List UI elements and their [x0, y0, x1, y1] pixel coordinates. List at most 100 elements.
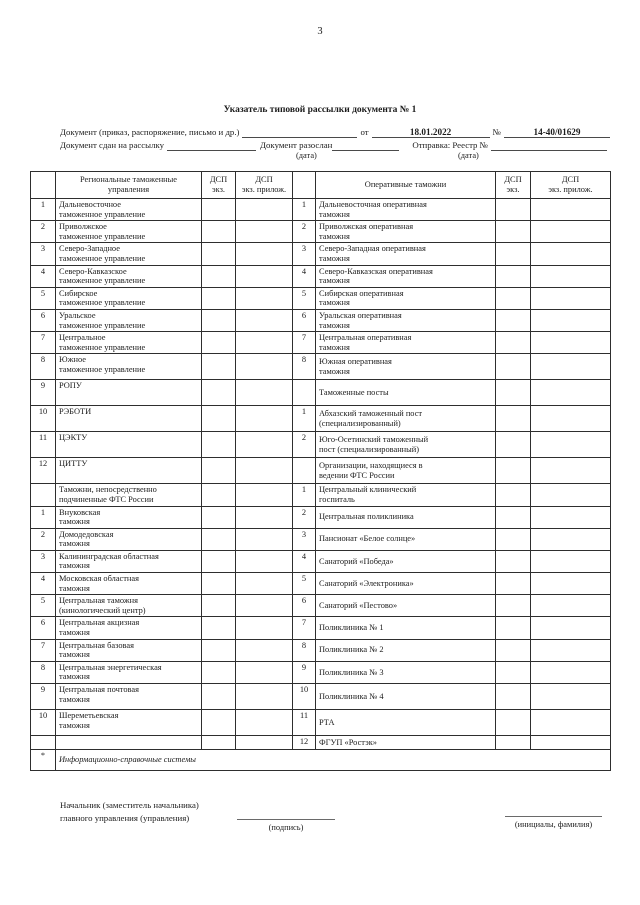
dsp-annex-cell-left	[235, 353, 293, 381]
table-body: 1 Дальневосточное таможенное управление …	[30, 197, 611, 771]
row-number-left: 4	[30, 264, 56, 288]
footnote-text: Информационно-справочные системы	[55, 749, 611, 771]
dsp-annex-cell-left	[235, 286, 293, 310]
row-number-left: 2	[30, 220, 56, 244]
dsp-annex-cell-left	[235, 405, 293, 433]
regional-unit-name: Центральная таможня (кинологический цент…	[55, 594, 202, 618]
row-number-right: 2	[292, 220, 316, 244]
row-number-left: 2	[30, 527, 56, 551]
document-date-value: 18.01.2022	[409, 127, 452, 137]
row-number-left: 12	[30, 457, 56, 485]
row-number-right: 8	[292, 638, 316, 662]
table-header: Региональные таможенные управления ДСП э…	[30, 171, 611, 199]
row-number-left: 9	[30, 683, 56, 710]
register-number-blank	[491, 139, 607, 151]
date-hint-2: (дата)	[458, 151, 479, 160]
dsp-annex-cell-right	[530, 286, 611, 310]
row-number-left: 7	[30, 331, 56, 355]
dsp-annex-cell-left	[235, 308, 293, 333]
table-row: 7 Центральное таможенное управление 7 Це…	[30, 331, 611, 355]
page-number: 3	[317, 26, 323, 37]
table-row: 5 Сибирское таможенное управление 5 Сиби…	[30, 286, 611, 310]
sent-date-blank	[167, 139, 257, 151]
row-number-right: 10	[292, 683, 316, 710]
dsp-copies-cell-left	[201, 572, 236, 596]
dsp-annex-cell-right	[530, 405, 611, 433]
document-number-value: 14-40/01629	[533, 127, 581, 137]
dsp-copies-cell-left	[201, 286, 236, 310]
official-title-line1: Начальник (заместитель начальника)	[60, 800, 199, 810]
dsp-copies-cell-right	[495, 286, 531, 310]
dsp-annex-cell-left	[235, 379, 293, 407]
row-number-right: 6	[292, 308, 316, 333]
regional-unit-name: Калининградская областная таможня	[55, 549, 202, 574]
signature-hint: (подпись)	[268, 823, 304, 832]
row-number-right: 5	[292, 286, 316, 310]
dsp-copies-cell-right	[495, 527, 531, 551]
dsp-copies-cell-left	[201, 220, 236, 244]
dsp-copies-cell-left	[201, 457, 236, 485]
table-row: 12 ЦИТТУ Организации, находящиеся в веде…	[30, 457, 611, 485]
table-row: 4 Северо-Кавказское таможенное управлени…	[30, 264, 611, 288]
operational-unit-name: Южная оперативная таможня	[315, 353, 496, 381]
row-number-right: 12	[292, 735, 316, 750]
dsp-annex-cell-right	[530, 594, 611, 618]
dsp-annex-cell-left	[235, 457, 293, 485]
document-line-3: (дата) (дата)	[60, 151, 610, 162]
dsp-copies-cell-right	[495, 242, 531, 266]
dsp-copies-cell-right	[495, 594, 531, 618]
row-number-right: 6	[292, 594, 316, 618]
row-number-right: 3	[292, 242, 316, 266]
table-row: 10 Шереметьевская таможня 11 РТА	[30, 709, 611, 736]
dsp-copies-cell-right	[495, 683, 531, 710]
distribution-table: Региональные таможенные управления ДСП э…	[30, 171, 611, 771]
row-number-left: 11	[30, 431, 56, 459]
dsp-copies-cell-right	[495, 549, 531, 574]
regional-unit-name: Центральная энергетическая таможня	[55, 660, 202, 685]
date-hint-1: (дата)	[296, 151, 317, 160]
dsp-annex-cell-right	[530, 638, 611, 662]
dsp-annex-cell-right	[530, 616, 611, 640]
signature-line	[237, 819, 335, 820]
dsp-copies-cell-left	[201, 379, 236, 407]
table-row: 4 Московская областная таможня 5 Санатор…	[30, 572, 611, 596]
dsp-copies-cell-right	[495, 264, 531, 288]
table-row: 7 Центральная базовая таможня 8 Поликлин…	[30, 638, 611, 662]
row-number-left: 8	[30, 660, 56, 685]
table-row: 3 Северо-Западное таможенное управление …	[30, 242, 611, 266]
dsp-annex-cell-left	[235, 638, 293, 662]
operational-unit-name: ФГУП «Ростэк»	[315, 735, 496, 750]
dsp-annex-cell-right	[530, 527, 611, 551]
regional-unit-name	[55, 735, 202, 750]
from-label: от	[360, 127, 369, 137]
regional-unit-name: Центральное таможенное управление	[55, 331, 202, 355]
row-number-right: 2	[292, 505, 316, 529]
dsp-annex-cell-left	[235, 616, 293, 640]
dsp-annex-cell-right	[530, 220, 611, 244]
row-number-left: 5	[30, 594, 56, 618]
regional-unit-name: Сибирское таможенное управление	[55, 286, 202, 310]
document-number-blank: 14-40/01629	[504, 126, 610, 138]
dsp-copies-cell-right	[495, 220, 531, 244]
table-row: 9 Центральная почтовая таможня 10 Поликл…	[30, 683, 611, 710]
dsp-annex-cell-left	[235, 709, 293, 736]
dispatch-register-label: Отправка: Реестр №	[412, 140, 489, 150]
regional-unit-name: Северо-Западное таможенное управление	[55, 242, 202, 266]
header-dsp-copies-right: ДСП экз.	[495, 171, 531, 199]
operational-unit-name: Санаторий «Победа»	[315, 549, 496, 574]
official-title: Начальник (заместитель начальника) главн…	[60, 799, 199, 824]
operational-unit-name: Северо-Кавказская оперативная таможня	[315, 264, 496, 288]
footnote-row: * Информационно-справочные системы	[30, 749, 611, 771]
dsp-annex-cell-left	[235, 572, 293, 596]
row-number-right	[292, 457, 316, 485]
official-title-line2: главного управления (управления)	[60, 812, 190, 823]
dsp-annex-cell-left	[235, 264, 293, 288]
dsp-copies-cell-left	[201, 308, 236, 333]
row-number-left: 8	[30, 353, 56, 381]
dsp-annex-cell-left	[235, 527, 293, 551]
regional-unit-name: Внуковская таможня	[55, 505, 202, 529]
operational-unit-name: Уральская оперативная таможня	[315, 308, 496, 333]
regional-unit-name: Южное таможенное управление	[55, 353, 202, 381]
table-row: 11 ЦЭКТУ 2 Юго-Осетинский таможенный пос…	[30, 431, 611, 459]
